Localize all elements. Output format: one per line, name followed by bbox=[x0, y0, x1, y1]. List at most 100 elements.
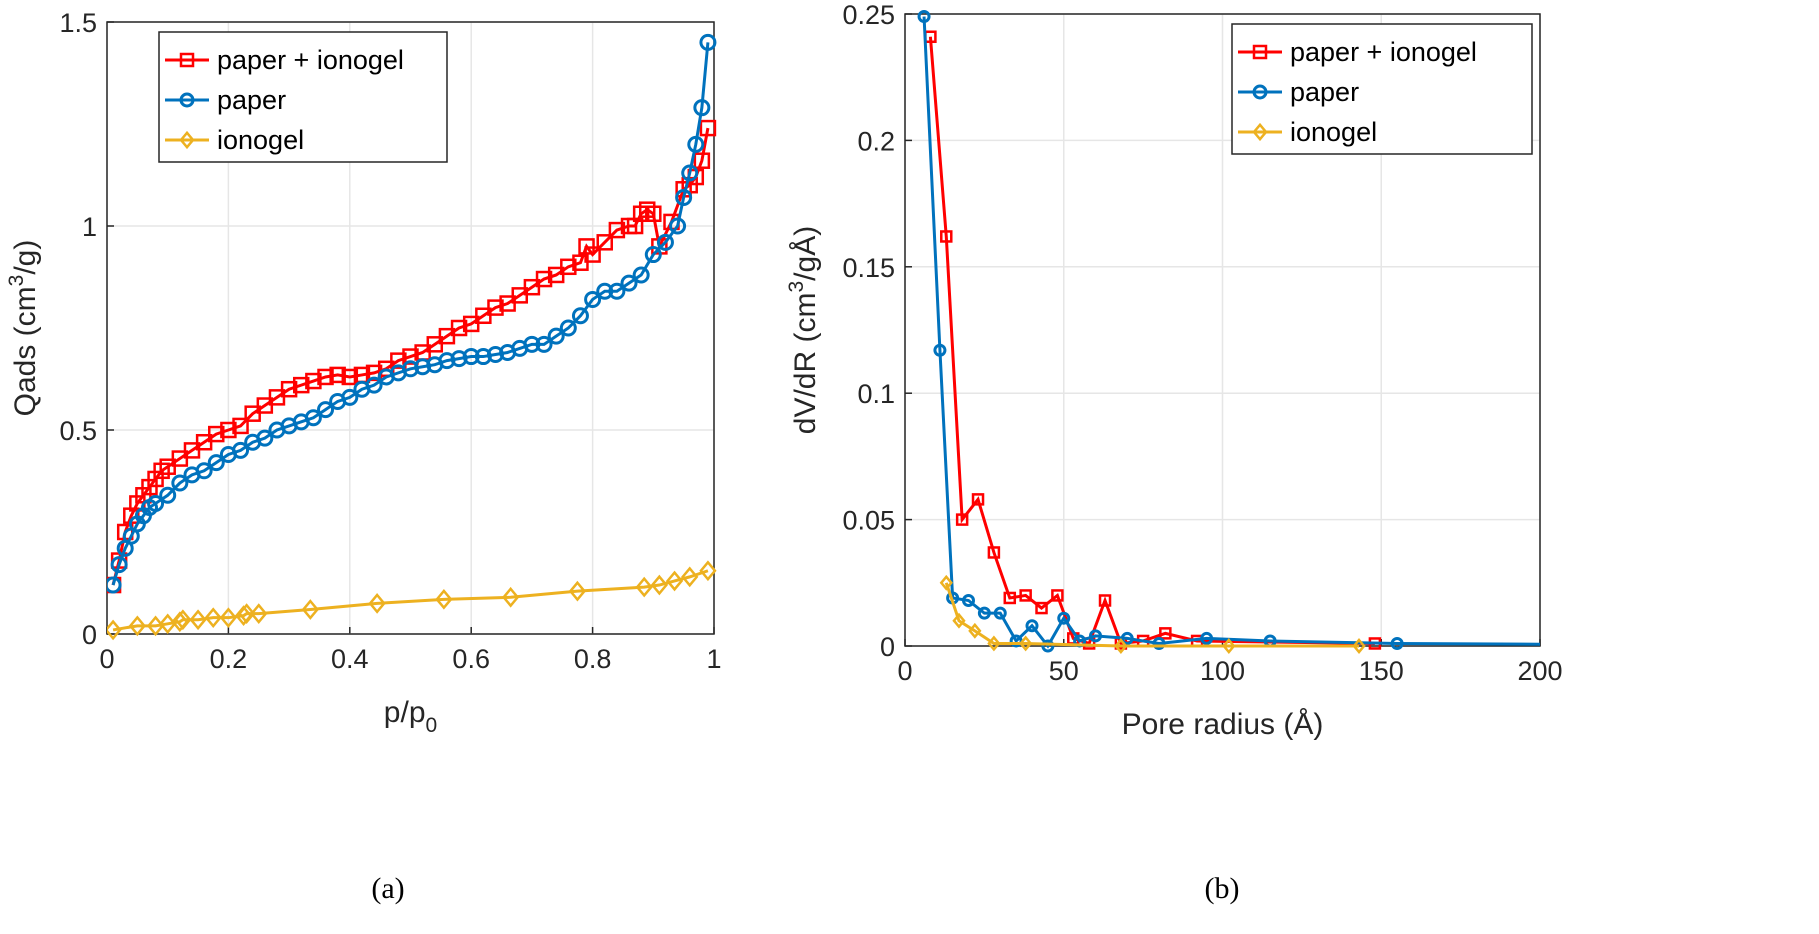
legend-label: paper bbox=[1290, 77, 1359, 107]
legend-item: paper bbox=[1238, 77, 1359, 107]
data-point-diamond bbox=[681, 566, 699, 588]
data-point-circle bbox=[179, 92, 195, 108]
data-point-circle bbox=[632, 266, 650, 284]
legend-label: paper bbox=[217, 85, 286, 115]
legend-label: paper + ionogel bbox=[1290, 37, 1477, 67]
series-paper-ionogel bbox=[924, 30, 1382, 650]
data-point-square bbox=[1051, 589, 1064, 602]
data-point-square bbox=[317, 368, 334, 386]
y-tick-label: 1.5 bbox=[59, 8, 97, 38]
data-point-diamond bbox=[1252, 122, 1268, 142]
x-axis-label-sub: 0 bbox=[426, 714, 438, 737]
data-point-circle bbox=[159, 486, 177, 504]
data-point-diamond bbox=[635, 576, 653, 598]
data-point-square bbox=[341, 368, 359, 386]
data-point-diamond bbox=[301, 599, 319, 620]
y-tick-label: 0.25 bbox=[842, 0, 895, 30]
y-axis-label: dV/dR (cm3/gÅ) bbox=[785, 226, 822, 434]
data-point-square bbox=[208, 425, 225, 443]
x-axis-label-main: Pore radius (Å) bbox=[1122, 708, 1324, 741]
y-axis-label-sup: 3 bbox=[5, 275, 28, 287]
data-point-circle bbox=[1009, 634, 1023, 648]
x-tick-label: 0.4 bbox=[331, 644, 369, 674]
legend: paper + ionogel paper ionogel bbox=[1231, 23, 1533, 155]
data-point-square bbox=[955, 513, 969, 526]
data-point-circle bbox=[681, 164, 699, 182]
data-point-circle bbox=[962, 593, 975, 607]
series-line bbox=[922, 16, 1541, 649]
data-point-diamond bbox=[128, 615, 146, 637]
data-point-square bbox=[1035, 601, 1048, 615]
x-tick-label: 0.6 bbox=[452, 644, 490, 674]
data-point-circle bbox=[1390, 636, 1404, 650]
data-point-diamond bbox=[107, 619, 122, 641]
data-point-circle bbox=[1252, 84, 1268, 100]
data-point-diamond bbox=[1352, 638, 1366, 654]
data-point-circle bbox=[107, 576, 122, 594]
data-point-diamond bbox=[968, 622, 982, 639]
data-point-circle bbox=[1025, 619, 1039, 633]
data-point-diamond bbox=[435, 588, 453, 610]
data-point-diamond bbox=[219, 607, 238, 629]
series-ionogel bbox=[939, 574, 1366, 654]
data-point-circle bbox=[933, 343, 947, 357]
data-point-circle bbox=[535, 335, 553, 353]
data-point-diamond bbox=[368, 593, 386, 614]
data-point-square bbox=[971, 493, 985, 506]
y-tick-label: 0 bbox=[82, 620, 97, 650]
data-point-diamond bbox=[952, 612, 966, 629]
data-point-circle bbox=[608, 282, 626, 300]
data-point-diamond bbox=[502, 586, 520, 608]
legend-label: ionogel bbox=[1290, 117, 1377, 147]
data-point-square bbox=[1098, 594, 1112, 607]
data-point-circle bbox=[584, 290, 602, 308]
axes-box bbox=[106, 21, 715, 635]
data-point-square bbox=[693, 152, 711, 169]
legend-item: paper + ionogel bbox=[165, 45, 404, 75]
data-point-circle bbox=[462, 348, 480, 366]
legend-label: ionogel bbox=[217, 125, 304, 155]
data-point-diamond bbox=[987, 635, 1001, 652]
data-point-circle bbox=[693, 99, 711, 117]
data-point-square bbox=[584, 246, 601, 263]
data-point-square bbox=[987, 546, 1001, 559]
x-axis-label: Pore radius (Å) bbox=[1122, 708, 1324, 741]
x-tick-label: 0 bbox=[99, 644, 114, 674]
data-point-diamond bbox=[650, 574, 668, 596]
data-point-diamond bbox=[250, 603, 268, 624]
data-point-square bbox=[292, 376, 310, 394]
data-point-circle bbox=[1120, 631, 1134, 645]
x-axis-label: p/p0 bbox=[384, 696, 437, 737]
data-point-diamond bbox=[174, 609, 192, 631]
data-point-diamond bbox=[568, 580, 587, 602]
legend: paper + ionogel paper ionogel bbox=[158, 31, 448, 163]
data-point-circle bbox=[207, 454, 225, 472]
data-point-circle bbox=[596, 282, 614, 300]
y-tick-label: 0.2 bbox=[857, 126, 895, 156]
data-point-circle bbox=[523, 335, 541, 353]
x-tick-label: 50 bbox=[1049, 656, 1079, 686]
data-point-diamond bbox=[1019, 635, 1033, 652]
data-point-circle bbox=[110, 556, 128, 574]
y-axis-label-pre: dV/dR (cm bbox=[789, 293, 822, 435]
data-point-circle bbox=[993, 606, 1007, 620]
data-point-circle bbox=[171, 474, 189, 492]
data-point-circle bbox=[195, 462, 213, 480]
x-axis-label-main: p/p bbox=[384, 696, 426, 729]
data-point-square bbox=[280, 380, 298, 398]
data-point-diamond bbox=[1222, 638, 1236, 654]
data-point-circle bbox=[317, 401, 335, 419]
data-point-diamond bbox=[699, 560, 717, 582]
data-point-square bbox=[232, 417, 249, 435]
data-point-diamond bbox=[939, 574, 953, 591]
y-axis-label-post: /g) bbox=[9, 240, 42, 275]
y-tick-label: 0.5 bbox=[59, 416, 97, 446]
data-point-square bbox=[1159, 627, 1172, 640]
data-point-square bbox=[596, 234, 613, 251]
data-point-square bbox=[1003, 591, 1017, 605]
x-tick-label: 150 bbox=[1359, 656, 1404, 686]
legend-item: ionogel bbox=[165, 125, 304, 155]
series-paper bbox=[107, 33, 717, 594]
